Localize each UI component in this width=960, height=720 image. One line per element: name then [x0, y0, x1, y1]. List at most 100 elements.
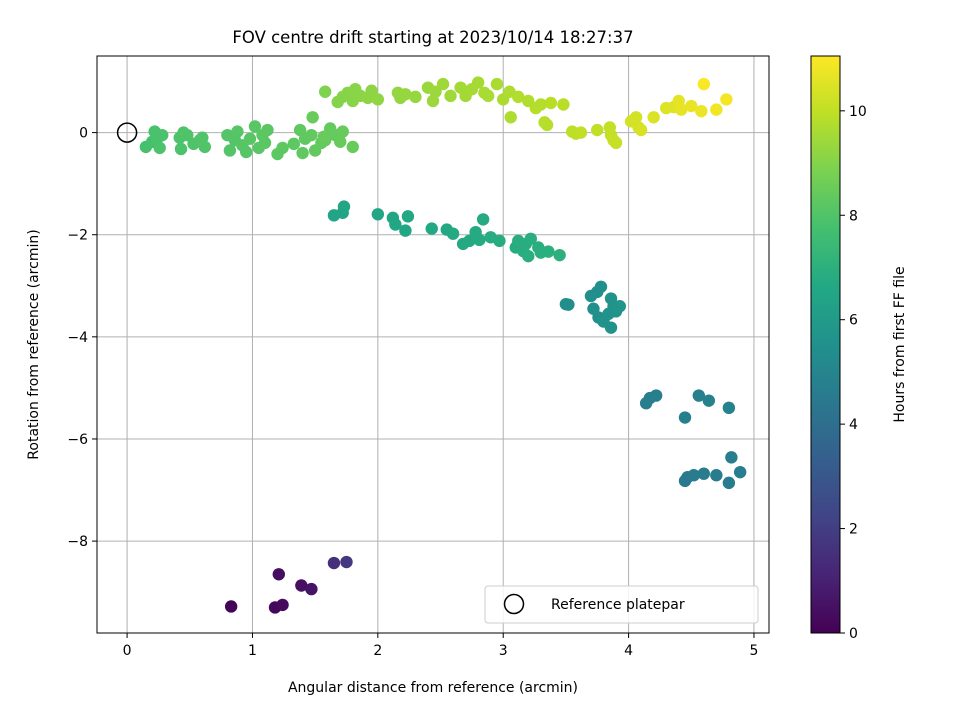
legend-box	[484, 585, 759, 624]
data-point	[522, 249, 535, 263]
data-point	[594, 280, 608, 293]
data-point	[544, 96, 558, 110]
colorbar-tick-label: 0	[849, 626, 858, 642]
data-point	[692, 389, 705, 402]
chart-title: FOV centre drift starting at 2023/10/14 …	[232, 28, 633, 47]
data-point	[296, 146, 309, 160]
colorbar-tick-label: 6	[849, 313, 858, 329]
data-point	[687, 469, 700, 482]
legend-label: Reference platepar	[551, 597, 685, 613]
grid	[97, 56, 769, 633]
colorbar-tick-label: 2	[849, 522, 858, 538]
data-point	[722, 476, 736, 490]
data-point	[446, 227, 460, 240]
data-point	[609, 136, 623, 150]
data-point	[365, 84, 378, 97]
data-point	[337, 200, 351, 213]
x-tick-label: 2	[373, 643, 382, 659]
data-point	[473, 233, 486, 247]
y-tick-label: −4	[67, 330, 88, 346]
data-point	[371, 93, 385, 106]
plot-frame	[96, 55, 770, 634]
data-point	[471, 76, 485, 89]
y-axis-label: Rotation from reference (arcmin)	[26, 229, 42, 459]
data-point	[540, 118, 554, 132]
data-point	[463, 234, 476, 248]
colorbar-gradient	[810, 55, 841, 634]
colorbar-tick-label: 10	[849, 104, 867, 120]
data-point	[425, 222, 438, 235]
data-point	[562, 298, 575, 311]
data-point	[399, 88, 412, 101]
x-axis-label: Angular distance from reference (arcmin)	[288, 680, 578, 696]
data-point	[697, 77, 711, 91]
data-point	[591, 123, 604, 137]
y-tick-label: −2	[67, 228, 88, 244]
reference-marker	[116, 122, 138, 143]
data-point	[722, 401, 736, 415]
data-point	[634, 123, 648, 137]
y-tick-label: −8	[67, 534, 88, 550]
colorbar-tick-label: 4	[849, 417, 858, 433]
data-point	[346, 140, 359, 154]
data-point	[542, 245, 555, 258]
data-point	[710, 103, 723, 116]
data-point	[613, 300, 627, 313]
data-point	[174, 142, 188, 156]
data-point	[493, 234, 506, 248]
data-point	[710, 469, 723, 482]
data-point	[295, 579, 308, 592]
data-point	[231, 125, 244, 138]
data-point	[685, 99, 698, 113]
x-tick-label: 0	[123, 643, 132, 659]
data-point	[647, 111, 660, 124]
legend: Reference platepar	[484, 585, 759, 624]
data-point	[276, 141, 289, 155]
data-point	[389, 218, 402, 231]
data-point	[604, 321, 618, 334]
data-point	[327, 556, 341, 570]
data-point	[340, 555, 353, 569]
data-point	[336, 125, 349, 138]
colorbar-label: Hours from first FF file	[892, 266, 908, 422]
data-point	[534, 98, 548, 111]
y-axis-ticks: 0 −2 −4 −6 −8	[67, 126, 97, 550]
data-point	[649, 389, 663, 402]
data-point	[557, 98, 570, 111]
data-point	[444, 89, 457, 103]
data-point	[224, 600, 238, 613]
y-tick-label: −6	[67, 432, 88, 448]
data-point	[524, 232, 537, 246]
data-point	[553, 248, 566, 262]
data-point	[695, 104, 708, 118]
colorbar-tick-label: 8	[849, 208, 858, 224]
x-tick-label: 5	[749, 643, 758, 659]
data-point	[287, 137, 301, 151]
data-point	[675, 103, 688, 116]
data-points	[139, 76, 747, 614]
data-point	[481, 89, 495, 103]
data-point	[243, 132, 257, 145]
colorbar: 0 2 4 6 8 10 Hours from first FF file	[810, 55, 908, 642]
data-point	[155, 128, 169, 142]
data-point	[702, 394, 716, 407]
data-point	[733, 465, 747, 479]
x-tick-label: 4	[624, 643, 633, 659]
data-point	[181, 128, 194, 142]
data-point	[248, 120, 262, 133]
data-point	[399, 224, 412, 237]
data-point	[512, 90, 525, 104]
data-point	[306, 111, 319, 124]
data-point	[153, 141, 166, 155]
data-point	[317, 130, 331, 143]
data-point	[490, 77, 504, 91]
data-point	[697, 467, 711, 480]
data-point	[574, 126, 588, 139]
data-point	[305, 128, 318, 142]
data-point	[720, 93, 733, 106]
data-point	[371, 208, 385, 221]
data-point	[629, 111, 643, 124]
legend-open-circle-icon	[503, 593, 525, 615]
data-point	[318, 85, 332, 98]
